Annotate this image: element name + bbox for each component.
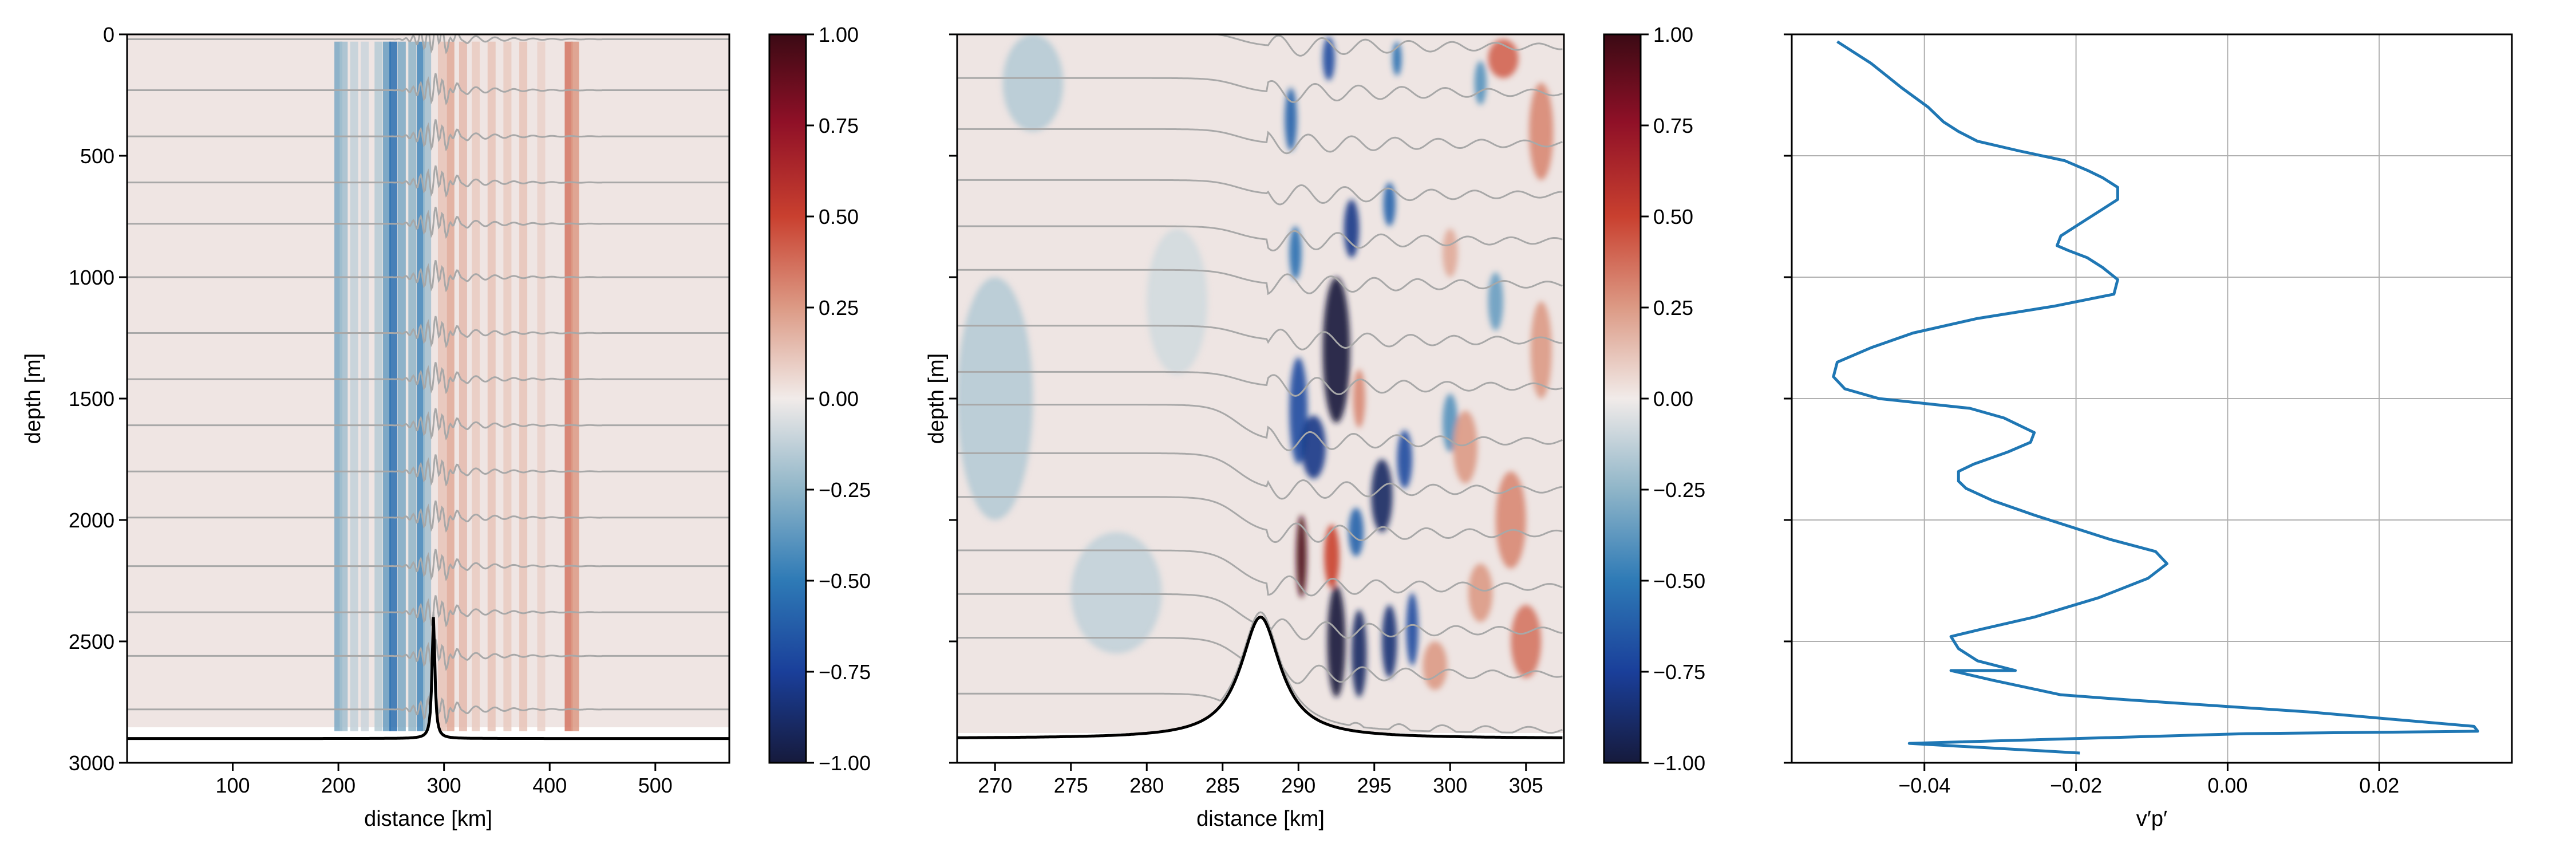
colorbar-zoom-tick-label: −0.25 xyxy=(1653,478,1705,502)
colorbar-overview-tick-label: 0.75 xyxy=(819,114,859,137)
panel-overview-y-tick-label: 500 xyxy=(80,144,114,168)
colorbar-zoom-tick-label: 1.00 xyxy=(1653,23,1693,46)
colorbar-overview-tick-label: 0.00 xyxy=(819,387,859,411)
field-patch-positive xyxy=(1423,641,1447,690)
colorbar-overview-tick-label: −0.50 xyxy=(819,569,871,593)
field-patch-negative xyxy=(1003,34,1064,132)
field-patch-negative xyxy=(1475,61,1487,105)
field-patch-negative xyxy=(1382,605,1397,677)
panel-overview-y-tick-label: 0 xyxy=(103,23,114,46)
panel-zoom-x-tick-label: 285 xyxy=(1206,774,1240,797)
field-patch-negative xyxy=(1406,593,1418,665)
colorbar-overview-tick-label: −1.00 xyxy=(819,751,871,775)
field-band xyxy=(519,42,527,731)
panel-profile-x-tick-label: 0.02 xyxy=(2359,774,2399,797)
field-band xyxy=(488,42,496,731)
field-band xyxy=(571,42,579,731)
field-band xyxy=(537,42,545,731)
panel-overview-x-tick-label: 100 xyxy=(216,774,250,797)
colorbar-overview-tick-label: −0.25 xyxy=(819,478,871,502)
panel-profile-x-tick-label: −0.02 xyxy=(2050,774,2102,797)
panel-overview-xlabel: distance [km] xyxy=(364,807,492,831)
colorbar-overview-tick-label: 0.50 xyxy=(819,205,859,228)
colorbar-zoom-tick-label: −0.75 xyxy=(1653,660,1705,684)
field-band xyxy=(459,42,467,731)
panel-overview-y-tick-label: 1500 xyxy=(69,387,114,411)
field-patch-positive xyxy=(1511,605,1541,677)
colorbar-zoom-tick-label: 0.00 xyxy=(1653,387,1693,411)
field-patch-negative xyxy=(1302,416,1326,479)
field-patch-positive xyxy=(1443,228,1458,277)
panel-profile: −0.04 −0.02 0.00 0.02 v′p′ xyxy=(1784,34,2512,831)
panel-overview-x-tick-label: 300 xyxy=(427,774,461,797)
panel-overview-x-tick-label: 200 xyxy=(321,774,355,797)
field-patch-negative xyxy=(1344,199,1360,258)
colorbar-zoom-tick-label: 0.75 xyxy=(1653,114,1693,137)
field-band xyxy=(408,42,416,731)
field-patch-negative xyxy=(957,277,1033,520)
panel-overview-x-tick-label: 500 xyxy=(638,774,673,797)
panel-zoom-x-tick-label: 300 xyxy=(1433,774,1467,797)
panel-overview-field xyxy=(127,22,729,763)
panel-zoom-x-tick-label: 290 xyxy=(1281,774,1315,797)
field-patch-negative xyxy=(1323,37,1335,80)
panel-overview-y-tick-label: 2500 xyxy=(69,630,114,653)
panel-overview-x-tick-label: 400 xyxy=(532,774,567,797)
colorbar-overview: 1.00 0.75 0.50 0.25 0.00 −0.25 −0.50 −0.75 −1.00 xyxy=(769,23,871,775)
panel-zoom-xlabel: distance [km] xyxy=(1196,807,1325,831)
colorbar-zoom-tick-label: 0.25 xyxy=(1653,296,1693,320)
colorbar-zoom-tick-label: −0.50 xyxy=(1653,569,1705,593)
panel-profile-x-tick-label: −0.04 xyxy=(1898,774,1950,797)
panel-zoom-ylabel: depth [m] xyxy=(924,353,949,444)
panel-overview: 100 200 300 400 500 0 500 1000 1500 2000 2500 3000… xyxy=(21,22,729,831)
field-band xyxy=(374,42,382,731)
colorbar-overview-gradient xyxy=(769,34,806,763)
colorbar-zoom: 1.00 0.75 0.50 0.25 0.00 −0.25 −0.50 −0.75 −1.00 xyxy=(1604,23,1705,775)
panel-zoom-x-tick-label: 295 xyxy=(1357,774,1392,797)
field-patch-positive xyxy=(1453,411,1477,483)
colorbar-overview-tick-label: 0.25 xyxy=(819,296,859,320)
colorbar-zoom-tick-label: 0.50 xyxy=(1653,205,1693,228)
panel-profile-x-tick-label: 0.00 xyxy=(2207,774,2247,797)
panel-zoom-x-tick-label: 275 xyxy=(1054,774,1088,797)
colorbar-zoom-gradient xyxy=(1604,34,1641,763)
field-band xyxy=(472,42,480,731)
panel-zoom-x-tick-label: 270 xyxy=(978,774,1012,797)
field-patch-negative xyxy=(1323,277,1350,423)
panel-overview-ylabel: depth [m] xyxy=(21,353,45,444)
field-patch-negative xyxy=(1371,459,1392,532)
field-patch-positive xyxy=(1296,515,1307,598)
field-patch-negative xyxy=(1147,228,1207,374)
panel-overview-y-tick-label: 3000 xyxy=(69,751,114,775)
colorbar-overview-tick-label: −0.75 xyxy=(819,660,871,684)
field-band xyxy=(389,42,397,731)
panel-zoom-field xyxy=(957,32,1564,763)
field-patch-negative xyxy=(1352,610,1367,698)
panel-zoom-x-tick-label: 305 xyxy=(1509,774,1543,797)
panel-overview-y-tick-label: 2000 xyxy=(69,509,114,532)
field-patch-positive xyxy=(1353,369,1365,428)
field-band xyxy=(350,42,358,731)
field-patch-positive xyxy=(1468,564,1492,622)
field-band xyxy=(339,42,347,731)
field-band xyxy=(503,42,511,731)
panel-zoom-x-tick-label: 280 xyxy=(1129,774,1164,797)
panel-zoom: 270 275 280 285 290 295 300 305 distance [km] d… xyxy=(924,32,1564,831)
field-band xyxy=(361,42,369,731)
colorbar-overview-tick-label: 1.00 xyxy=(819,23,859,46)
panel-overview-y-tick-label: 1000 xyxy=(69,266,114,289)
panel-profile-xlabel: v′p′ xyxy=(2136,807,2167,831)
colorbar-zoom-tick-label: −1.00 xyxy=(1653,751,1705,775)
field-patch-positive xyxy=(1529,83,1553,180)
field-band xyxy=(398,42,406,731)
